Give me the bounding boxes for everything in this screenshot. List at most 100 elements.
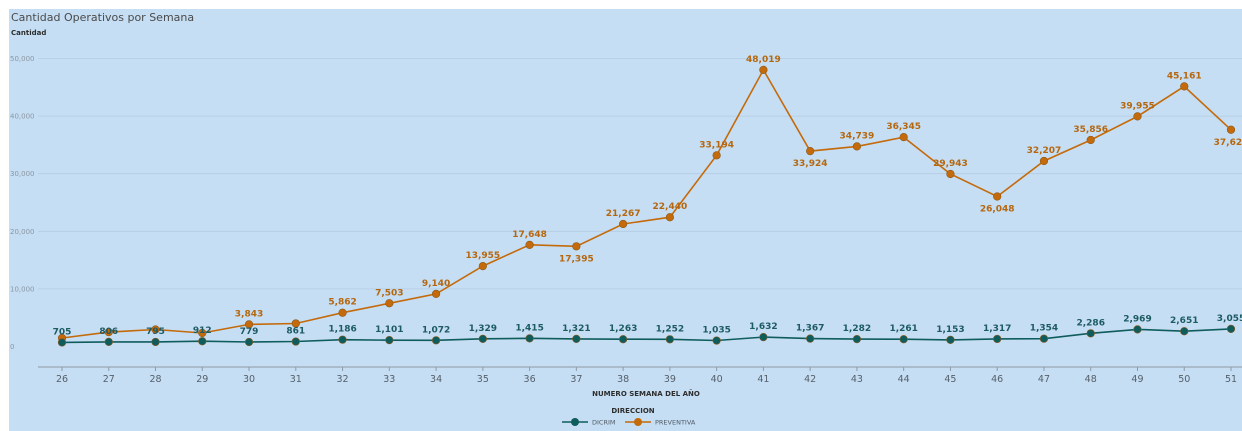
data-point[interactable]: [151, 325, 160, 334]
x-tick-label: 28: [149, 374, 161, 385]
data-point[interactable]: [619, 219, 628, 229]
data-point[interactable]: [759, 65, 768, 75]
x-tick-label: 41: [757, 374, 769, 385]
data-point[interactable]: [806, 146, 815, 156]
data-point[interactable]: [385, 336, 394, 345]
data-label: 5,862: [328, 298, 356, 308]
x-tick-label: 31: [290, 374, 302, 385]
data-point[interactable]: [899, 335, 908, 344]
data-point[interactable]: [946, 169, 955, 179]
x-tick-label: 45: [944, 374, 956, 385]
legend-item-preventiva[interactable]: PREVENTIVA: [625, 418, 696, 427]
data-point[interactable]: [993, 334, 1002, 344]
x-tick-label: 43: [851, 374, 863, 385]
x-tick-label: 49: [1131, 374, 1143, 385]
y-axis-ticks: 0 10,000 20,000 30,000 40,000 50,000: [10, 55, 35, 351]
data-point[interactable]: [572, 242, 581, 251]
data-point[interactable]: [198, 328, 207, 338]
data-point[interactable]: [198, 337, 207, 346]
data-point[interactable]: [1086, 329, 1095, 338]
data-label: 3,843: [235, 309, 263, 319]
data-point[interactable]: [759, 332, 768, 342]
data-label: 861: [286, 327, 305, 337]
data-point[interactable]: [291, 319, 300, 328]
data-label: 9,140: [422, 279, 450, 289]
x-tick-label: 50: [1178, 374, 1190, 385]
x-tick-label: 35: [477, 374, 489, 385]
data-label: 2,651: [1170, 316, 1198, 326]
data-point[interactable]: [478, 334, 487, 343]
x-tick-label: 33: [383, 374, 395, 385]
data-point[interactable]: [712, 151, 721, 160]
data-point[interactable]: [852, 142, 862, 151]
data-point[interactable]: [899, 133, 908, 142]
data-point[interactable]: [431, 289, 441, 298]
data-label: 29,943: [933, 159, 968, 169]
data-labels: 3,843 5,862 7,503 9,140 13,955 17,648 17,395 21…: [53, 55, 1242, 338]
series-dicrim: [57, 324, 1236, 347]
data-point[interactable]: [1226, 125, 1236, 134]
data-point[interactable]: [57, 338, 67, 347]
data-point[interactable]: [338, 335, 347, 344]
data-point[interactable]: [1086, 135, 1095, 145]
data-label: 17,648: [512, 230, 547, 240]
x-tick-label: 26: [56, 374, 68, 385]
data-label: 48,019: [746, 55, 781, 65]
y-axis-title: Cantidad: [11, 29, 46, 37]
data-point[interactable]: [1039, 334, 1049, 343]
x-tick-label: 51: [1225, 374, 1237, 385]
x-axis-title: NUMERO SEMANA DEL AÑO: [592, 389, 700, 398]
data-point[interactable]: [525, 334, 534, 343]
series-preventiva: [57, 65, 1236, 343]
data-point[interactable]: [291, 337, 300, 346]
data-label: 912: [193, 326, 212, 336]
data-label: 1,354: [1030, 324, 1058, 334]
data-label: 2,286: [1076, 318, 1104, 328]
data-point[interactable]: [572, 334, 581, 343]
data-point[interactable]: [946, 335, 955, 344]
data-point[interactable]: [806, 334, 815, 343]
data-label: 33,924: [793, 159, 828, 169]
data-point[interactable]: [712, 336, 721, 345]
data-point[interactable]: [104, 328, 113, 337]
data-point[interactable]: [338, 308, 347, 317]
data-point[interactable]: [665, 335, 674, 344]
y-tick-label: 50,000: [10, 55, 35, 63]
data-point[interactable]: [1180, 82, 1189, 91]
data-point[interactable]: [151, 337, 160, 347]
data-label: 1,101: [375, 325, 403, 335]
data-label: 795: [146, 327, 165, 337]
legend-swatch-marker: [571, 418, 579, 426]
y-tick-label: 30,000: [10, 170, 35, 178]
data-label: 3,055: [1217, 314, 1242, 324]
legend-item-dicrim[interactable]: DICRIM: [562, 418, 616, 427]
data-point[interactable]: [244, 337, 254, 347]
data-point[interactable]: [385, 299, 394, 308]
data-point[interactable]: [619, 335, 628, 344]
data-point[interactable]: [1133, 325, 1142, 334]
x-tick-label: 32: [337, 374, 349, 385]
data-point[interactable]: [244, 320, 254, 329]
data-point[interactable]: [431, 336, 441, 345]
data-point[interactable]: [525, 240, 534, 249]
data-point[interactable]: [665, 213, 674, 222]
data-point[interactable]: [1039, 156, 1049, 166]
data-label: 1,072: [422, 325, 450, 335]
data-label: 37,625: [1214, 138, 1242, 148]
data-label: 39,955: [1120, 101, 1155, 111]
legend-label: DICRIM: [592, 419, 616, 427]
data-label: 36,345: [886, 122, 921, 132]
data-point[interactable]: [478, 262, 487, 271]
data-point[interactable]: [1226, 324, 1236, 334]
data-label: 1,415: [515, 323, 543, 333]
data-point[interactable]: [104, 337, 113, 346]
data-point[interactable]: [993, 192, 1002, 201]
data-label: 1,317: [983, 324, 1011, 334]
data-point[interactable]: [1180, 327, 1189, 336]
data-label: 33,194: [699, 140, 734, 150]
data-label: 1,321: [562, 324, 590, 334]
series-line: [61, 328, 1232, 344]
data-point[interactable]: [1133, 112, 1142, 121]
data-point[interactable]: [852, 335, 862, 344]
legend-label: PREVENTIVA: [655, 419, 696, 427]
